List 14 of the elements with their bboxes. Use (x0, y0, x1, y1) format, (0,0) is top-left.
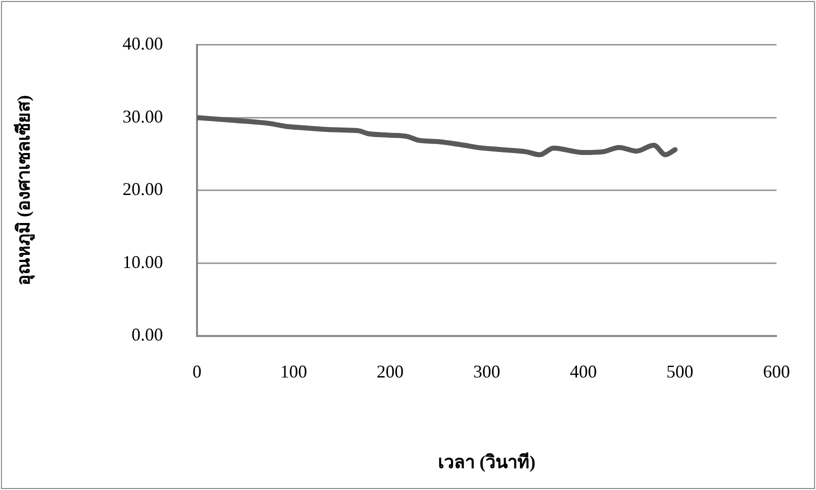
y-tick-label: 30.00 (122, 106, 163, 126)
x-tick-label: 200 (376, 362, 404, 382)
x-tick-label: 0 (192, 362, 202, 382)
y-tick-label: 40.00 (122, 34, 163, 54)
y-tick-label: 20.00 (122, 179, 163, 200)
x-axis-title: เวลา (วินาที) (438, 452, 536, 472)
x-tick-label: 500 (666, 362, 694, 382)
x-tick-label: 100 (280, 362, 308, 382)
x-tick-label: 300 (473, 362, 500, 382)
y-axis-title: อุณหภูมิ (องศาเซลเซียส) (13, 95, 36, 286)
y-tick-label: 0.00 (132, 324, 163, 345)
x-tick-label: 600 (763, 362, 790, 382)
y-tick-label: 10.00 (122, 252, 163, 272)
x-tick-label: 400 (570, 362, 597, 382)
